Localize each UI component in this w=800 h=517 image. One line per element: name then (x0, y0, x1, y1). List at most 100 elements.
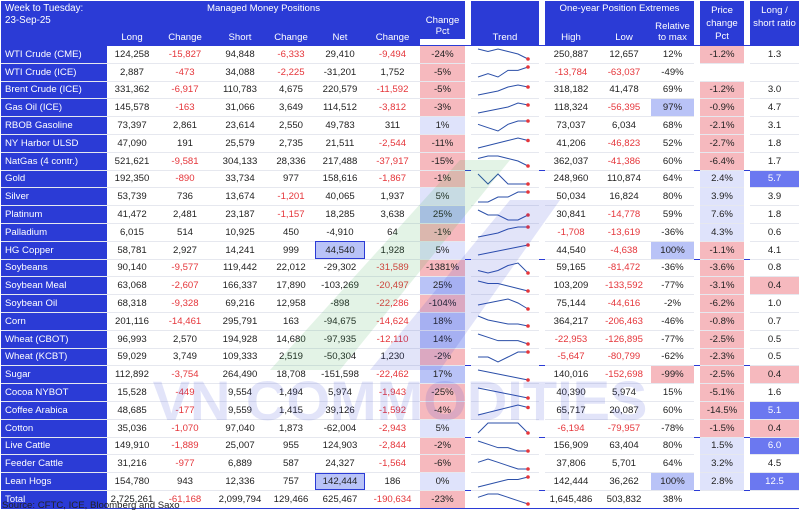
table-row: Soybeans 90,140 -9,577 119,442 22,012 -29,302… (1, 258, 800, 278)
long-cell: 192,350 (107, 169, 157, 189)
high-cell: 250,887 (545, 45, 597, 64)
relative-cell: -77% (651, 276, 695, 296)
trend-line (477, 155, 529, 167)
ratio-cell (750, 489, 800, 509)
net-change-cell: -190,634 (365, 489, 420, 509)
net-cell: -103,269 (315, 276, 365, 296)
price-change-cell (700, 63, 745, 82)
short-cell: 23,614 (213, 116, 267, 135)
col-short: Short (213, 21, 267, 46)
commodity-name: Total (1, 489, 107, 509)
high-cell: 248,960 (545, 169, 597, 189)
relative-cell: 52% (651, 134, 695, 153)
high-cell: 73,037 (545, 116, 597, 135)
short-cell: 12,336 (213, 472, 267, 491)
change-pct-cell: -15% (420, 152, 465, 171)
short-change-cell: 28,336 (267, 152, 315, 171)
change-pct-cell: 25% (420, 276, 465, 296)
price-change-cell: -1.2% (700, 45, 745, 64)
commodity-name: Soybean Oil (1, 294, 107, 313)
trend-line (477, 120, 528, 132)
trend-line (477, 298, 529, 309)
change-pct-cell: 0% (420, 472, 465, 491)
trend-last-point (526, 243, 530, 247)
table-body: WTI Crude (CME) 124,258 -15,827 94,848 -6,33… (1, 45, 800, 509)
high-cell: 362,037 (545, 152, 597, 171)
week-header: Week to Tuesday: 23-Sep-25 (1, 1, 107, 46)
table-row: Gold 192,350 -890 33,734 977 158,616 -1,867 -1%… (1, 169, 800, 189)
change-pct-cell: -24% (420, 45, 465, 64)
net-change-cell: -22,462 (365, 365, 420, 385)
ratio-cell: 0.4 (750, 419, 800, 438)
low-cell: 503,832 (597, 489, 651, 509)
short-change-cell: 163 (267, 312, 315, 331)
long-cell: 35,036 (107, 419, 157, 438)
trend-cell (471, 330, 539, 349)
ratio-cell: 4.7 (750, 98, 800, 118)
commodity-name: Brent Crude (ICE) (1, 81, 107, 100)
long-cell: 145,578 (107, 98, 157, 118)
ratio-cell: 4.1 (750, 241, 800, 260)
trend-line (477, 173, 528, 185)
trend-cell (471, 419, 539, 438)
long-change-cell: -2,607 (157, 276, 213, 296)
trend-line (477, 244, 529, 256)
table-row: Corn 201,116 -14,461 295,791 163 -94,675 -14,6… (1, 312, 800, 331)
net-change-cell: -2,943 (365, 419, 420, 438)
price-change-cell: -0.8% (700, 312, 745, 331)
high-cell: 44,540 (545, 241, 597, 260)
trend-cell (471, 401, 539, 420)
col-change-pct: Change Pct (420, 15, 465, 40)
change-pct-cell: 25% (420, 205, 465, 224)
trend-line (477, 226, 528, 238)
low-cell: 16,824 (597, 187, 651, 207)
relative-cell: 69% (651, 81, 695, 100)
short-cell: 31,066 (213, 98, 267, 118)
short-change-cell: 12,958 (267, 294, 315, 313)
commodity-name: Soybean Meal (1, 276, 107, 296)
low-cell: -152,698 (597, 365, 651, 385)
short-cell: 9,554 (213, 383, 267, 402)
short-cell: 25,007 (213, 436, 267, 456)
table-row: RBOB Gasoline 73,397 2,861 23,614 2,550 49,78… (1, 116, 800, 135)
net-change-cell: -1,564 (365, 454, 420, 474)
trend-last-point (526, 324, 530, 329)
ratio-cell: 1.8 (750, 134, 800, 153)
col-trend: Trend (471, 21, 539, 46)
long-cell: 201,116 (107, 312, 157, 331)
col-high: High (545, 21, 597, 46)
table-row: Live Cattle 149,910 -1,889 25,007 955 124,903… (1, 436, 800, 456)
high-cell: 156,909 (545, 436, 597, 456)
trend-cell (471, 81, 539, 100)
price-change-cell: -3.1% (700, 276, 745, 296)
trend-last-point (526, 306, 530, 311)
table-row: Coffee Arabica 48,685 -177 9,559 1,415 39,126… (1, 401, 800, 420)
trend-line (478, 191, 528, 203)
col-low: Low (597, 21, 651, 46)
ratio-cell: 0.5 (750, 348, 800, 367)
trend-last-point (526, 350, 530, 354)
ratio-cell: 0.4 (750, 365, 800, 385)
trend-sparkline (477, 315, 530, 329)
long-cell: 63,068 (107, 276, 157, 296)
net-cell: 24,327 (315, 454, 365, 474)
high-cell: 142,444 (545, 472, 597, 491)
short-change-cell: -1,201 (267, 187, 315, 207)
commodity-name: WTI Crude (ICE) (1, 63, 107, 82)
relative-cell: 60% (651, 401, 695, 420)
net-cell: 40,065 (315, 187, 365, 207)
relative-cell: -99% (651, 365, 695, 385)
trend-last-point (526, 212, 530, 217)
net-cell: 29,410 (315, 45, 365, 64)
relative-cell: 15% (651, 383, 695, 402)
trend-line (478, 351, 528, 363)
relative-cell: 64% (651, 454, 695, 474)
relative-cell: -62% (651, 348, 695, 367)
high-cell: 65,717 (545, 401, 597, 420)
commodity-name: Wheat (KCBT) (1, 348, 107, 367)
short-change-cell: -2,225 (267, 63, 315, 82)
short-change-cell: 3,649 (267, 98, 315, 118)
table-row: Wheat (KCBT) 59,029 3,749 109,333 2,519 -50,3… (1, 348, 800, 367)
